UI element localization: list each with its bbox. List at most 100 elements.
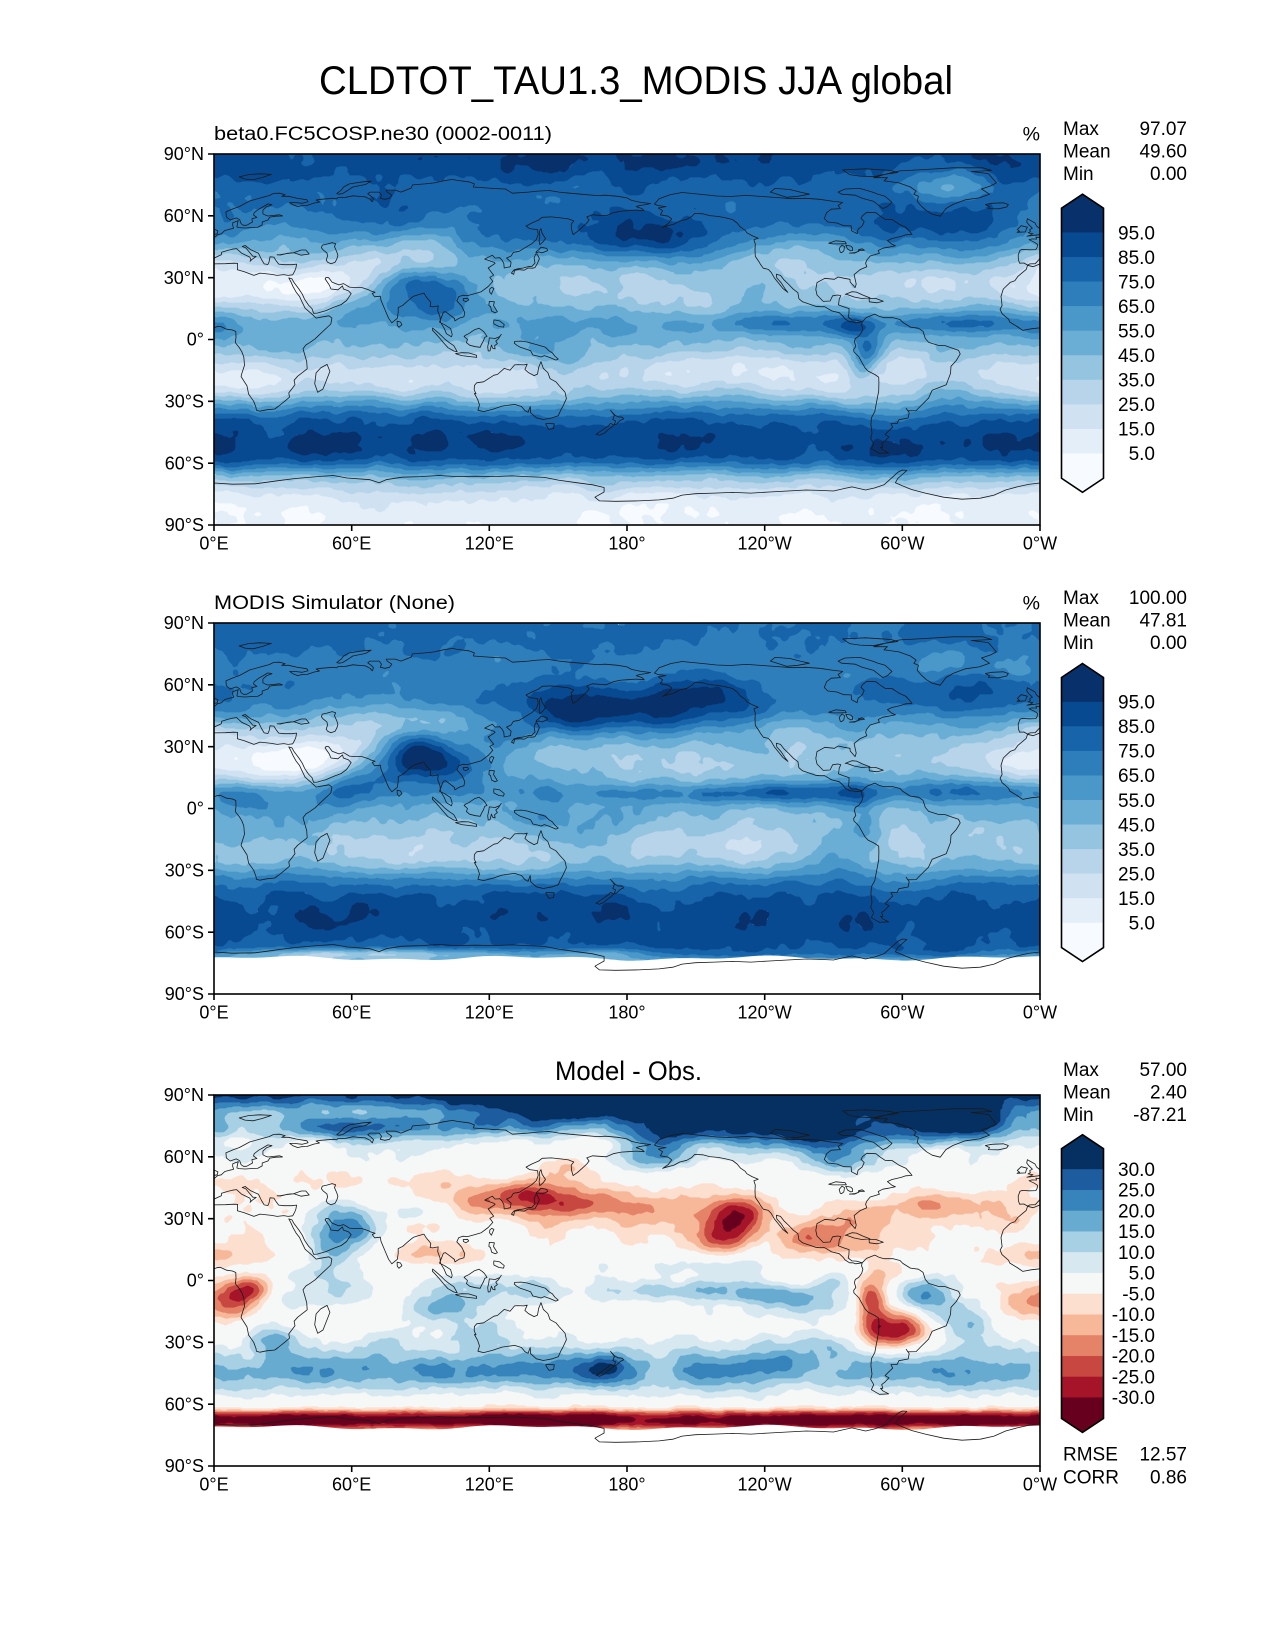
svg-text:60°S: 60°S [165,1394,204,1414]
svg-text:60°E: 60°E [332,534,371,554]
svg-text:12.57: 12.57 [1139,1445,1187,1466]
svg-text:Mean: Mean [1063,142,1111,163]
svg-text:CLDTOT_TAU1.3_MODIS JJA global: CLDTOT_TAU1.3_MODIS JJA global [319,59,953,103]
svg-text:-20.0: -20.0 [1112,1347,1155,1368]
svg-text:15.0: 15.0 [1118,889,1155,910]
svg-text:90°N: 90°N [164,144,204,164]
svg-text:45.0: 45.0 [1118,346,1155,367]
svg-text:Min: Min [1063,164,1094,185]
svg-text:90°S: 90°S [165,515,204,535]
svg-text:-87.21: -87.21 [1133,1105,1187,1126]
svg-text:120°W: 120°W [738,1475,792,1495]
svg-text:25.0: 25.0 [1118,395,1155,416]
svg-text:55.0: 55.0 [1118,321,1155,342]
svg-text:75.0: 75.0 [1118,742,1155,763]
svg-text:-15.0: -15.0 [1112,1326,1155,1347]
svg-text:30.0: 30.0 [1118,1160,1155,1181]
svg-text:57.00: 57.00 [1139,1060,1187,1081]
svg-text:60°W: 60°W [880,534,924,554]
svg-text:0°W: 0°W [1023,1475,1057,1495]
svg-text:90°S: 90°S [165,1456,204,1476]
svg-text:0°E: 0°E [199,1475,228,1495]
svg-text:30°S: 30°S [165,392,204,412]
svg-text:-25.0: -25.0 [1112,1367,1155,1388]
svg-text:15.0: 15.0 [1118,420,1155,441]
svg-text:Min: Min [1063,633,1094,654]
svg-text:0°E: 0°E [199,1003,228,1023]
svg-text:120°E: 120°E [465,1003,514,1023]
svg-text:Max: Max [1063,1060,1099,1081]
svg-text:beta0.FC5COSP.ne30 (0002-0011): beta0.FC5COSP.ne30 (0002-0011) [214,124,552,145]
svg-text:35.0: 35.0 [1118,840,1155,861]
svg-text:0°W: 0°W [1023,1003,1057,1023]
svg-text:30°N: 30°N [164,1209,204,1229]
svg-text:60°E: 60°E [332,1475,371,1495]
svg-text:MODIS Simulator (None): MODIS Simulator (None) [214,593,455,614]
svg-text:45.0: 45.0 [1118,815,1155,836]
svg-text:120°W: 120°W [738,534,792,554]
svg-text:0.00: 0.00 [1150,633,1187,654]
svg-text:%: % [1023,124,1040,146]
svg-text:95.0: 95.0 [1118,693,1155,714]
svg-text:0.86: 0.86 [1150,1468,1187,1489]
svg-text:Model - Obs.: Model - Obs. [555,1056,702,1086]
svg-text:5.0: 5.0 [1129,1264,1155,1285]
svg-text:120°E: 120°E [465,534,514,554]
svg-text:47.81: 47.81 [1139,611,1187,632]
svg-text:180°: 180° [608,1003,645,1023]
svg-text:0°: 0° [187,799,204,819]
svg-text:-5.0: -5.0 [1122,1284,1155,1305]
svg-text:90°N: 90°N [164,613,204,633]
svg-text:120°W: 120°W [738,1003,792,1023]
svg-text:95.0: 95.0 [1118,223,1155,244]
svg-text:%: % [1023,593,1040,615]
svg-text:30°N: 30°N [164,737,204,757]
svg-text:0°: 0° [187,330,204,350]
svg-text:25.0: 25.0 [1118,864,1155,885]
svg-text:90°S: 90°S [165,984,204,1004]
svg-text:15.0: 15.0 [1118,1222,1155,1243]
svg-text:0°W: 0°W [1023,534,1057,554]
svg-text:60°W: 60°W [880,1003,924,1023]
svg-text:85.0: 85.0 [1118,717,1155,738]
svg-text:180°: 180° [608,1475,645,1495]
svg-text:-10.0: -10.0 [1112,1305,1155,1326]
svg-text:97.07: 97.07 [1139,119,1187,140]
svg-text:25.0: 25.0 [1118,1181,1155,1202]
svg-text:20.0: 20.0 [1118,1201,1155,1222]
svg-text:60°S: 60°S [165,453,204,473]
svg-text:0°E: 0°E [199,534,228,554]
svg-text:60°N: 60°N [164,1147,204,1167]
svg-text:Mean: Mean [1063,1083,1111,1104]
svg-text:Max: Max [1063,119,1099,140]
svg-text:10.0: 10.0 [1118,1243,1155,1264]
svg-text:120°E: 120°E [465,1475,514,1495]
svg-text:75.0: 75.0 [1118,272,1155,293]
svg-text:0.00: 0.00 [1150,164,1187,185]
svg-text:0°: 0° [187,1271,204,1291]
svg-text:30°N: 30°N [164,268,204,288]
svg-text:Max: Max [1063,588,1099,609]
svg-text:85.0: 85.0 [1118,248,1155,269]
svg-text:60°S: 60°S [165,922,204,942]
svg-text:180°: 180° [608,534,645,554]
svg-text:Mean: Mean [1063,611,1111,632]
svg-text:55.0: 55.0 [1118,791,1155,812]
svg-text:65.0: 65.0 [1118,766,1155,787]
svg-text:-30.0: -30.0 [1112,1388,1155,1409]
svg-text:5.0: 5.0 [1129,914,1155,935]
svg-text:30°S: 30°S [165,861,204,881]
svg-text:90°N: 90°N [164,1085,204,1105]
svg-text:49.60: 49.60 [1139,142,1187,163]
svg-text:65.0: 65.0 [1118,297,1155,318]
svg-text:Min: Min [1063,1105,1094,1126]
svg-text:30°S: 30°S [165,1333,204,1353]
svg-text:60°N: 60°N [164,206,204,226]
svg-text:2.40: 2.40 [1150,1083,1187,1104]
svg-text:35.0: 35.0 [1118,371,1155,392]
svg-text:5.0: 5.0 [1129,444,1155,465]
svg-text:100.00: 100.00 [1129,588,1187,609]
svg-text:CORR: CORR [1063,1468,1119,1489]
svg-text:60°E: 60°E [332,1003,371,1023]
svg-text:60°W: 60°W [880,1475,924,1495]
